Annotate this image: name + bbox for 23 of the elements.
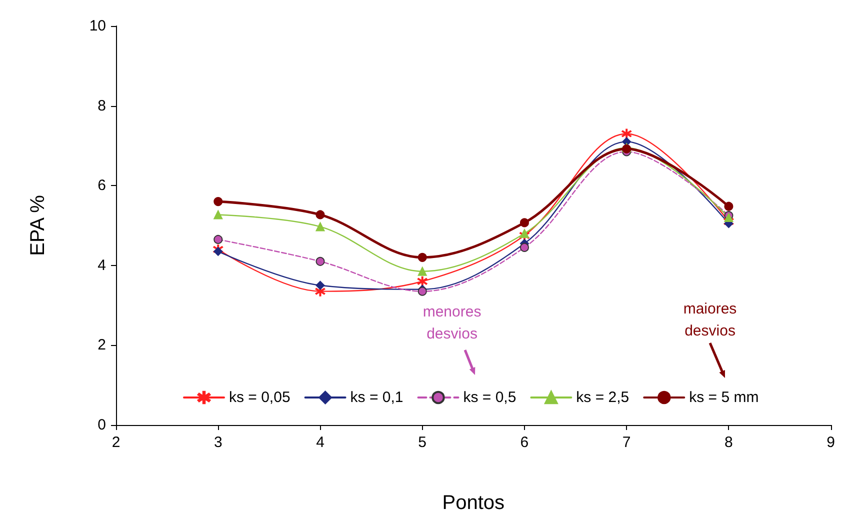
y-tick-label: 0 [98,416,106,434]
y-tick-label: 4 [98,256,106,274]
legend-label: ks = 0,1 [350,389,404,406]
legend-label: ks = 5 mm [689,389,759,406]
x-tick-label: 8 [724,434,733,451]
annotation: maiores desvios [683,300,737,340]
x-tick-label: 5 [418,434,427,451]
x-tick-label: 7 [622,434,631,451]
x-tick-label: 3 [214,434,222,451]
y-tick-label: 6 [98,177,106,194]
x-tick-label: 9 [826,434,835,451]
y-tick-label: 2 [98,336,106,354]
y-tick-label: 8 [98,97,106,114]
y-axis-title: EPA % [27,194,49,256]
legend-label: ks = 0,05 [229,389,290,406]
x-tick-label: 6 [520,434,529,451]
x-tick-label: 4 [316,434,324,451]
legend-label: ks = 0,5 [463,389,516,406]
x-tick-label: 2 [112,434,120,451]
x-axis-title: Pontos [442,492,505,514]
y-tick-label: 10 [89,18,106,34]
annotation: menores desvios [422,304,482,342]
legend-label: ks = 2,5 [576,389,630,406]
